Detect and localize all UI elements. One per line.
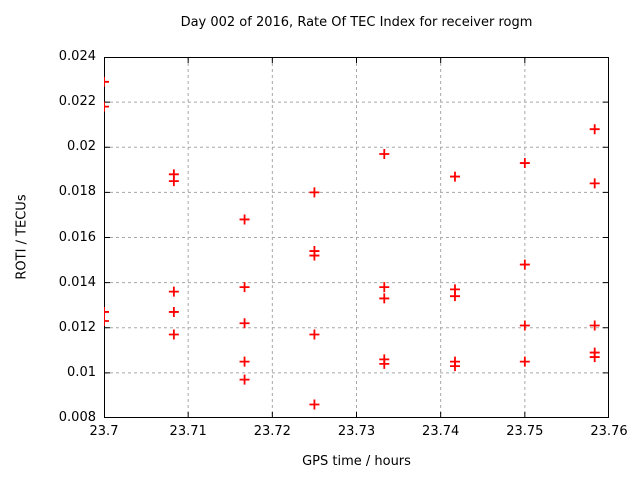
data-point-marker (239, 282, 250, 293)
y-tick-label: 0.022 (58, 94, 96, 110)
data-point-marker (239, 356, 250, 367)
data-point-marker (168, 286, 179, 297)
data-point-marker (168, 306, 179, 317)
chart-title: Day 002 of 2016, Rate Of TEC Index for r… (180, 15, 533, 30)
data-point-marker (449, 171, 460, 182)
data-point-marker (104, 101, 109, 112)
y-tick-label: 0.008 (58, 410, 96, 425)
data-point-marker (519, 158, 530, 169)
y-tick-label: 0.018 (58, 184, 96, 200)
x-tick-label: 23.71 (169, 424, 207, 439)
data-point-marker (239, 374, 250, 385)
x-tick-label: 23.76 (590, 424, 628, 439)
data-point-marker (449, 361, 460, 372)
data-point-marker (168, 329, 179, 340)
x-tick-label: 23.74 (422, 424, 460, 439)
data-point-marker (168, 176, 179, 187)
y-axis-label: ROTI / TECUs (14, 194, 30, 280)
data-point-marker (519, 320, 530, 331)
plot-border (104, 57, 609, 418)
y-tick-label: 0.016 (58, 229, 96, 245)
data-point-marker (239, 318, 250, 329)
data-point-marker (104, 306, 109, 317)
x-tick-label: 23.72 (253, 424, 291, 439)
data-point-marker (379, 149, 390, 160)
y-tick-label: 0.024 (58, 49, 96, 64)
data-point-marker (309, 187, 320, 198)
y-tick-label: 0.014 (58, 274, 96, 290)
data-point-marker (239, 214, 250, 225)
x-tick-label: 23.7 (89, 424, 119, 439)
data-point-marker (379, 358, 390, 369)
data-point-marker (309, 399, 320, 410)
data-point-marker (104, 315, 109, 326)
data-point-marker (589, 124, 600, 135)
data-point-marker (589, 320, 600, 331)
y-tick-label: 0.012 (58, 319, 96, 335)
data-point-marker (449, 291, 460, 302)
data-point-marker (589, 352, 600, 363)
y-tick-label: 0.01 (67, 364, 96, 380)
data-point-marker (309, 250, 320, 261)
x-axis-label: GPS time / hours (302, 454, 411, 469)
y-tick-label: 0.02 (67, 139, 96, 155)
data-point-marker (309, 329, 320, 340)
data-point-marker (589, 178, 600, 189)
data-point-marker (519, 356, 530, 367)
data-point-marker (519, 259, 530, 270)
data-point-marker (379, 293, 390, 304)
x-tick-label: 23.73 (337, 424, 376, 439)
plot-area (104, 57, 609, 418)
x-tick-label: 23.75 (506, 424, 544, 439)
data-point-marker (379, 282, 390, 293)
data-point-marker (104, 76, 109, 87)
